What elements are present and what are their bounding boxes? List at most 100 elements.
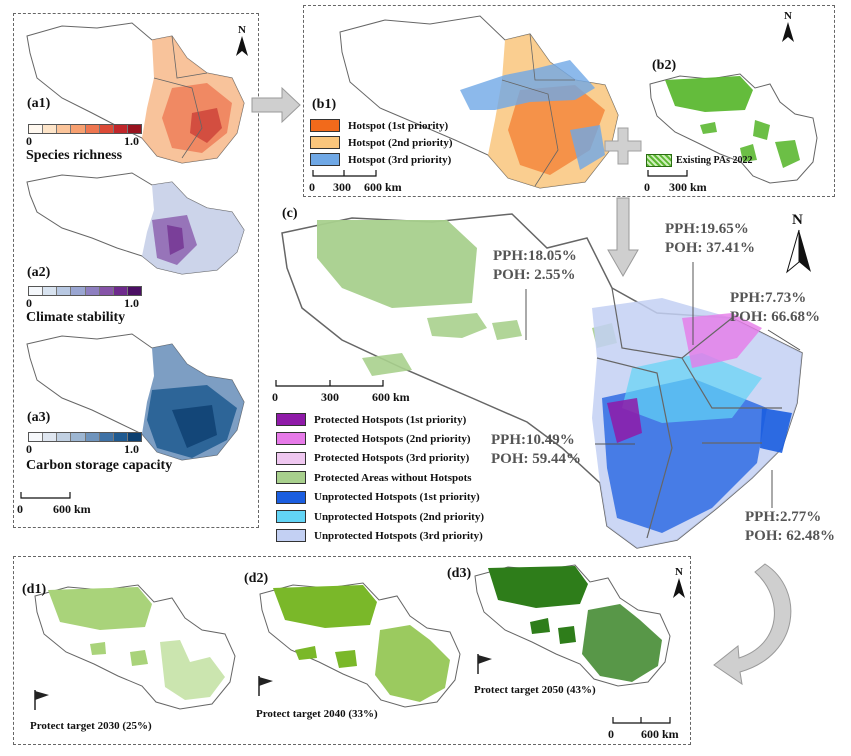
legend-text: Protected Areas without Hotspots xyxy=(314,471,472,484)
north-label-a: N xyxy=(238,24,246,36)
legend-color-step xyxy=(43,125,58,133)
stat-region-5: PPH:2.77% POH: 62.48% xyxy=(745,508,835,546)
legend-swatch-b2 xyxy=(646,154,672,167)
map-a1-species-richness xyxy=(26,22,245,164)
label-c: (c) xyxy=(282,206,298,221)
map-d2-target-2040 xyxy=(259,582,461,708)
legend-color-step xyxy=(99,433,114,441)
stat-pph: PPH:2.77% xyxy=(745,509,822,525)
title-a3: Carbon storage capacity xyxy=(26,458,173,473)
north-arrow-icon xyxy=(782,22,794,42)
label-b1: (b1) xyxy=(312,97,337,112)
scale-c-c: 600 km xyxy=(372,390,410,404)
legend-color-step xyxy=(29,287,44,295)
map-c-protection-gap xyxy=(281,213,803,549)
legend-color-step xyxy=(99,287,114,295)
legend-c-item: Protected Hotspots (3rd priority) xyxy=(276,450,469,467)
legend-text: Hotspot (2nd priority) xyxy=(348,136,453,149)
scale-a-value: 600 km xyxy=(53,502,91,516)
stat-poh: POH: 37.41% xyxy=(665,240,755,256)
label-d2: (d2) xyxy=(244,571,269,586)
stat-pph: PPH:18.05% xyxy=(493,248,577,264)
legend-color-step xyxy=(113,287,128,295)
stat-poh: POH: 62.48% xyxy=(745,528,835,544)
legend-color-step xyxy=(57,287,72,295)
legend-color-step xyxy=(71,433,86,441)
legend-gradient-a1 xyxy=(28,124,142,134)
legend-c-item: Protected Areas without Hotspots xyxy=(276,469,472,486)
stat-pph: PPH:10.49% xyxy=(491,432,575,448)
scale-bar-a xyxy=(20,492,71,499)
stat-region-2: PPH:19.65% POH: 37.41% xyxy=(665,220,755,258)
legend-text: Hotspot (3rd priority) xyxy=(348,153,452,166)
legend-color-step xyxy=(99,125,114,133)
panel-d xyxy=(13,556,691,745)
legend-color-step xyxy=(71,287,86,295)
legend-min-a1: 0 xyxy=(26,134,32,148)
legend-b2: Existing PAs 2022 xyxy=(646,154,753,167)
legend-c-item: Unprotected Hotspots (1st priority) xyxy=(276,489,480,506)
scale-b1-a: 0 xyxy=(309,180,315,194)
flag-icon xyxy=(477,654,492,674)
flag-icon xyxy=(258,676,273,696)
legend-c: Protected Hotspots (1st priority) Protect… xyxy=(276,411,496,547)
scale-c-b: 300 xyxy=(321,390,339,404)
map-a3-carbon-storage xyxy=(26,333,245,461)
scale-a-zero: 0 xyxy=(17,502,23,516)
stat-pph: PPH:19.65% xyxy=(665,221,749,237)
legend-color-step xyxy=(113,433,128,441)
legend-text: Unprotected Hotspots (1st priority) xyxy=(314,491,480,504)
stat-region-4: PPH:10.49% POH: 59.44% xyxy=(491,431,581,469)
north-arrow-icon xyxy=(673,578,685,598)
scale-bar-b2 xyxy=(647,170,688,177)
legend-text: Unprotected Hotspots (3rd priority) xyxy=(314,529,483,542)
title-a1: Species richness xyxy=(26,148,123,163)
legend-color-step xyxy=(71,125,86,133)
stat-region-1: PPH:18.05% POH: 2.55% xyxy=(493,247,577,285)
stat-pph: PPH:7.73% xyxy=(730,290,807,306)
panel-a xyxy=(13,13,259,528)
legend-swatch xyxy=(276,510,306,523)
flag-icon xyxy=(34,690,49,710)
scale-bar-c xyxy=(275,380,384,387)
legend-gradient-a2 xyxy=(28,286,142,296)
stat-poh: POH: 59.44% xyxy=(491,451,581,467)
legend-color-step xyxy=(127,125,141,133)
legend-c-item: Unprotected Hotspots (3rd priority) xyxy=(276,527,483,544)
legend-color-step xyxy=(127,287,141,295)
legend-swatch xyxy=(310,153,340,166)
legend-color-step xyxy=(85,287,100,295)
legend-c-item: Protected Hotspots (1st priority) xyxy=(276,411,466,428)
legend-text: Unprotected Hotspots (2nd priority) xyxy=(314,510,484,523)
legend-text: Protected Hotspots (2nd priority) xyxy=(314,432,471,445)
scale-c-a: 0 xyxy=(272,390,278,404)
map-b1-hotspots xyxy=(339,15,619,189)
legend-max-a2: 1.0 xyxy=(124,296,139,310)
label-d3: (d3) xyxy=(447,566,472,581)
legend-color-step xyxy=(57,433,72,441)
legend-swatch xyxy=(276,529,306,543)
legend-b1-item: Hotspot (3rd priority) xyxy=(310,151,451,168)
legend-color-step xyxy=(29,433,44,441)
legend-color-step xyxy=(85,433,100,441)
scale-bar-d xyxy=(612,717,671,724)
legend-text: Hotspot (1st priority) xyxy=(348,119,449,132)
north-arrow-icon xyxy=(786,229,811,274)
stat-poh: POH: 2.55% xyxy=(493,267,576,283)
legend-swatch xyxy=(276,490,306,504)
label-d1: (d1) xyxy=(22,582,47,597)
legend-swatch xyxy=(310,119,340,132)
scale-b2-a: 0 xyxy=(644,180,650,194)
label-a2: (a2) xyxy=(27,265,51,280)
label-a1: (a1) xyxy=(27,96,51,111)
legend-text-b2: Existing PAs 2022 xyxy=(676,155,753,166)
north-label-b: N xyxy=(784,10,792,22)
map-a2-climate-stability xyxy=(26,172,245,275)
curved-arrow-icon xyxy=(713,563,792,686)
legend-color-step xyxy=(113,125,128,133)
legend-min-a2: 0 xyxy=(26,296,32,310)
map-b2-existing-pas xyxy=(649,73,818,184)
legend-swatch xyxy=(276,413,306,426)
legend-color-step xyxy=(85,125,100,133)
